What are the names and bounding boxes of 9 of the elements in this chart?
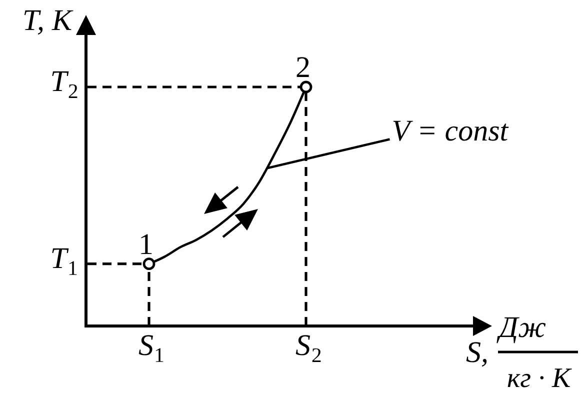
ref-line-label: T₁ (50, 238, 79, 276)
y-axis-title: T, K (22, 4, 74, 37)
ref-line-label: T₂ (50, 61, 79, 99)
x-axis-title: S, Дж кг · К (466, 311, 572, 394)
x-tick-label: S₁ (138, 325, 166, 363)
x-tick-label: S₂ (295, 325, 323, 363)
annotation: 1 (138, 228, 154, 261)
annotation: V = const (392, 114, 509, 148)
annotation: 2 (296, 51, 310, 84)
